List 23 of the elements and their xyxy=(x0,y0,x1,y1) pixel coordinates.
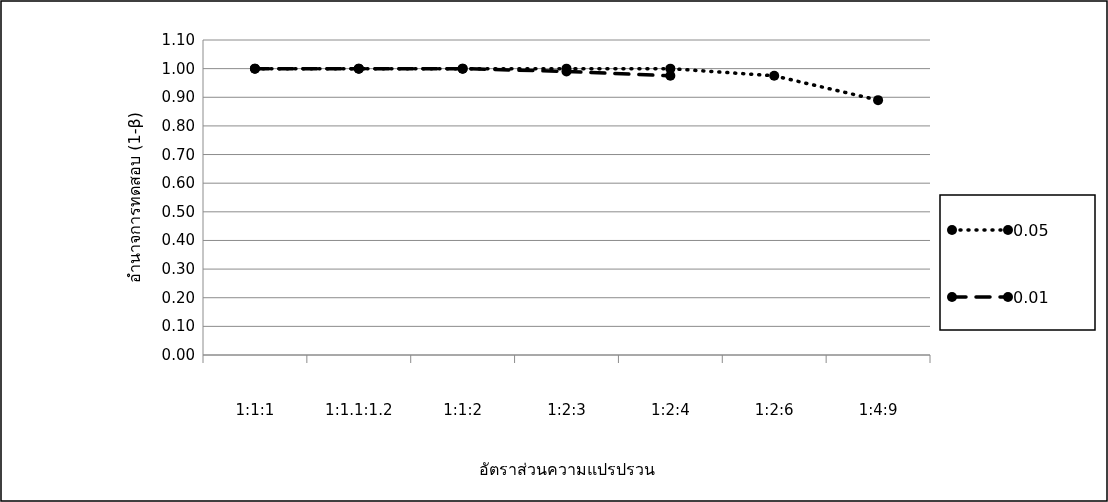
x-tick-label: 1:2:4 xyxy=(650,401,690,419)
y-tick-label: 0.90 xyxy=(161,88,195,107)
y-tick-label: 0.00 xyxy=(161,346,195,364)
y-tick-label: 0.10 xyxy=(161,317,195,336)
y-tick-label: 0.20 xyxy=(161,288,195,307)
y-tick-label: 0.50 xyxy=(161,202,195,221)
y-tick-label: 1.00 xyxy=(161,59,195,78)
legend-label: 0.05 xyxy=(1013,221,1049,240)
x-tick-label: 1:4:9 xyxy=(858,401,898,419)
y-tick-label: 0.40 xyxy=(161,231,195,250)
x-tick-label: 1:1:2 xyxy=(443,401,483,419)
x-tick-label: 1:2:6 xyxy=(754,401,794,419)
y-tick-label: 0.60 xyxy=(161,174,195,193)
y-axis-title: อำนาจการทดสอบ (1-β) xyxy=(125,112,144,283)
x-tick-label: 1:2:3 xyxy=(547,401,586,419)
y-tick-label: 0.70 xyxy=(161,145,195,164)
y-tick-label: 0.80 xyxy=(161,116,195,135)
x-tick-label: 1:1:1 xyxy=(235,401,275,419)
x-axis-title: อัตราส่วนความแปรปรวน xyxy=(478,460,655,479)
y-tick-label: 0.30 xyxy=(161,260,195,279)
x-tick-label: 1:1.1:1.2 xyxy=(325,401,393,419)
y-tick-label: 1.10 xyxy=(161,31,195,49)
legend-label: 0.01 xyxy=(1013,288,1049,307)
